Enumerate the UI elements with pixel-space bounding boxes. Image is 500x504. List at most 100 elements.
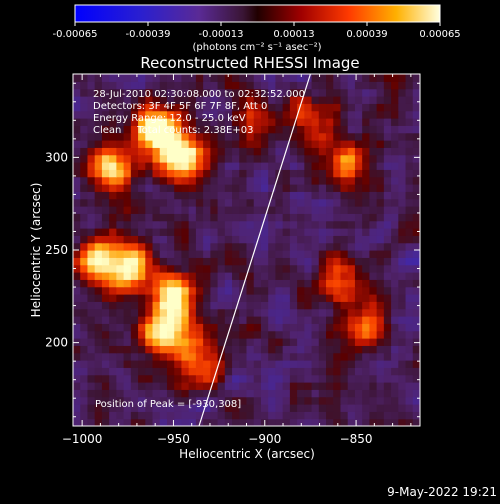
heatmap-pixel <box>268 96 277 104</box>
heatmap-pixel <box>94 374 103 383</box>
heatmap-pixel <box>268 81 277 90</box>
heatmap-pixel <box>159 191 168 200</box>
heatmap-pixel <box>318 352 327 361</box>
heatmap-pixel <box>354 323 363 332</box>
heatmap-pixel <box>340 206 349 214</box>
heatmap-pixel <box>362 323 370 332</box>
heatmap-pixel <box>188 345 197 354</box>
heatmap-pixel <box>311 235 320 244</box>
heatmap-pixel <box>181 374 190 383</box>
heatmap-pixel <box>383 198 392 207</box>
heatmap-pixel <box>87 338 96 346</box>
heatmap-pixel <box>405 272 414 280</box>
heatmap-pixel <box>217 213 226 222</box>
heatmap-pixel <box>268 411 277 420</box>
heatmap-pixel <box>354 103 363 112</box>
heatmap-pixel <box>326 198 334 207</box>
heatmap-pixel <box>116 176 125 185</box>
heatmap-pixel <box>203 330 211 339</box>
heatmap-pixel <box>253 286 262 295</box>
heatmap-pixel <box>145 308 154 317</box>
heatmap-pixel <box>253 352 262 361</box>
heatmap-pixel <box>297 213 305 222</box>
heatmap-pixel <box>318 206 327 214</box>
heatmap-pixel <box>311 404 320 412</box>
heatmap-pixel <box>166 220 175 229</box>
heatmap-pixel <box>195 345 204 354</box>
heatmap-pixel <box>347 396 356 405</box>
heatmap-pixel <box>188 374 197 383</box>
heatmap-pixel <box>94 264 103 273</box>
heatmap-pixel <box>340 360 349 368</box>
heatmap-pixel <box>174 206 183 214</box>
heatmap-pixel <box>217 360 226 368</box>
heatmap-pixel <box>333 220 342 229</box>
heatmap-pixel <box>210 176 219 185</box>
heatmap-pixel <box>159 88 168 97</box>
heatmap-pixel <box>159 118 168 126</box>
heatmap-pixel <box>188 198 197 207</box>
heatmap-pixel <box>181 147 190 156</box>
heatmap-pixel <box>304 235 313 244</box>
heatmap-pixel <box>123 367 132 376</box>
heatmap-pixel <box>94 206 103 214</box>
heatmap-pixel <box>181 132 190 141</box>
heatmap-pixel <box>210 264 219 273</box>
heatmap-pixel <box>304 272 313 280</box>
heatmap-pixel <box>311 74 320 82</box>
heatmap-pixel <box>232 220 240 229</box>
heatmap-pixel <box>138 323 146 332</box>
heatmap-pixel <box>326 382 334 390</box>
heatmap-pixel <box>246 206 255 214</box>
heatmap-pixel <box>362 162 370 170</box>
heatmap-pixel <box>152 184 161 192</box>
heatmap-pixel <box>232 96 240 104</box>
heatmap-pixel <box>391 162 399 170</box>
heatmap-pixel <box>181 411 190 420</box>
heatmap-pixel <box>391 198 399 207</box>
heatmap-pixel <box>304 279 313 288</box>
heatmap-pixel <box>145 418 154 426</box>
heatmap-pixel <box>145 220 154 229</box>
heatmap-pixel <box>383 103 392 112</box>
heatmap-pixel <box>217 103 226 112</box>
heatmap-pixel <box>268 389 277 398</box>
heatmap-pixel <box>195 176 204 185</box>
heatmap-pixel <box>188 96 197 104</box>
heatmap-pixel <box>116 118 125 126</box>
y-tick-label: 200 <box>45 336 68 350</box>
heatmap-pixel <box>152 301 161 310</box>
heatmap-pixel <box>282 396 291 405</box>
heatmap-pixel <box>304 213 313 222</box>
heatmap-pixel <box>304 206 313 214</box>
heatmap-pixel <box>116 316 125 324</box>
heatmap-pixel <box>203 389 211 398</box>
heatmap-pixel <box>340 103 349 112</box>
heatmap-pixel <box>203 125 211 134</box>
heatmap-pixel <box>246 147 255 156</box>
heatmap-pixel <box>340 198 349 207</box>
heatmap-pixel <box>376 220 385 229</box>
heatmap-pixel <box>203 81 211 90</box>
heatmap-pixel <box>282 191 291 200</box>
heatmap-pixel <box>326 110 334 119</box>
heatmap-pixel <box>166 338 175 346</box>
heatmap-pixel <box>217 147 226 156</box>
heatmap-pixel <box>383 74 392 82</box>
heatmap-pixel <box>376 301 385 310</box>
heatmap-pixel <box>412 110 420 119</box>
heatmap-pixel <box>391 220 399 229</box>
heatmap-pixel <box>369 154 378 163</box>
heatmap-pixel <box>369 338 378 346</box>
heatmap-pixel <box>282 360 291 368</box>
heatmap-pixel <box>253 345 262 354</box>
heatmap-pixel <box>159 198 168 207</box>
heatmap-pixel <box>268 198 277 207</box>
heatmap-pixel <box>130 404 139 412</box>
heatmap-pixel <box>123 228 132 236</box>
heatmap-pixel <box>94 242 103 251</box>
heatmap-pixel <box>391 294 399 302</box>
heatmap-pixel <box>195 330 204 339</box>
heatmap-pixel <box>246 345 255 354</box>
heatmap-pixel <box>80 382 89 390</box>
